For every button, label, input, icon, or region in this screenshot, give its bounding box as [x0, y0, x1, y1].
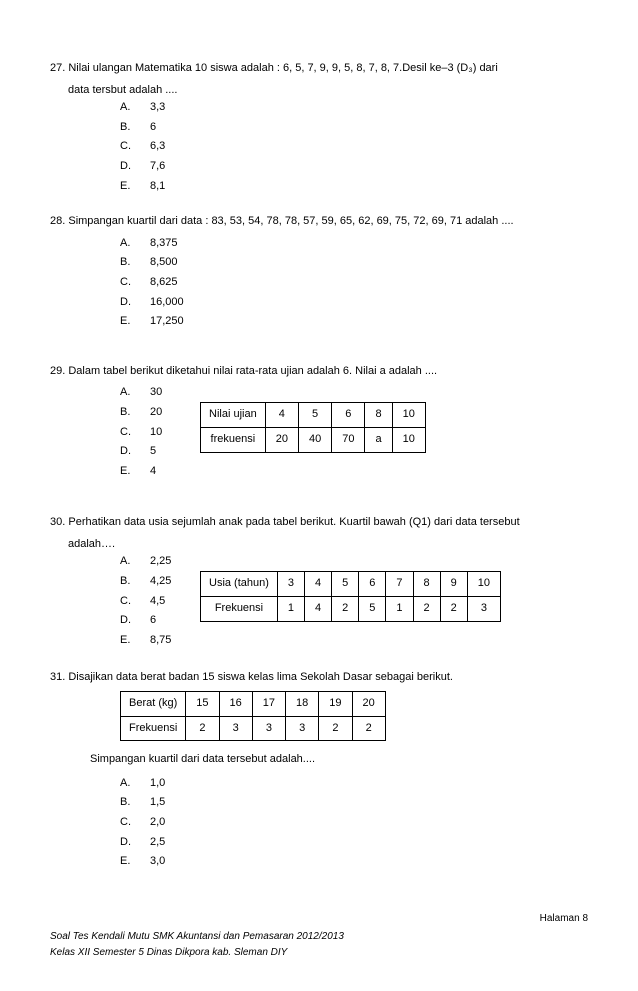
page: 27. Nilai ulangan Matematika 10 siswa ad… — [0, 0, 638, 991]
options-list: A.1,0 B.1,5 C.2,0 D.2,5 E.3,0 — [50, 775, 588, 871]
option: C.10 — [120, 424, 200, 442]
option: E.17,250 — [120, 313, 588, 331]
question-29: 29. Dalam tabel berikut diketahui nilai … — [50, 363, 588, 483]
q-number: 30. — [50, 516, 65, 528]
option: E.8,1 — [120, 178, 588, 196]
option: C.2,0 — [120, 814, 588, 832]
footer: Halaman 8 Soal Tes Kendali Mutu SMK Akun… — [50, 911, 588, 961]
question-30: 30. Perhatikan data usia sejumlah anak p… — [50, 514, 588, 651]
q-continuation: data tersbut adalah .... — [50, 82, 588, 100]
question-27: 27. Nilai ulangan Matematika 10 siswa ad… — [50, 60, 588, 195]
q-body: Nilai ulangan Matematika 10 siswa adalah… — [68, 62, 497, 74]
question-text: 28. Simpangan kuartil dari data : 83, 53… — [50, 213, 588, 231]
option: E.8,75 — [120, 632, 200, 650]
footer-line-2: Kelas XII Semester 5 Dinas Dikpora kab. … — [50, 945, 588, 961]
page-number: Halaman 8 — [50, 911, 588, 927]
option: E.3,0 — [120, 853, 588, 871]
option: C.6,3 — [120, 138, 588, 156]
option: D.2,5 — [120, 834, 588, 852]
options-list: A.2,25 B.4,25 C.4,5 D.6 E.8,75 — [50, 553, 200, 651]
q-body: Simpangan kuartil dari data : 83, 53, 54… — [68, 215, 513, 227]
question-28: 28. Simpangan kuartil dari data : 83, 53… — [50, 213, 588, 331]
q-continuation: adalah…. — [50, 536, 588, 554]
question-text: 27. Nilai ulangan Matematika 10 siswa ad… — [50, 60, 588, 78]
data-table-30: Usia (tahun) 3 4 5 6 7 8 9 10 Frekuensi … — [200, 571, 501, 621]
table-row: Frekuensi 1 4 2 5 1 2 2 3 — [201, 597, 501, 622]
table-row: Usia (tahun) 3 4 5 6 7 8 9 10 — [201, 572, 501, 597]
option: B.8,500 — [120, 254, 588, 272]
option: A.8,375 — [120, 235, 588, 253]
option: B.1,5 — [120, 794, 588, 812]
question-31: 31. Disajikan data berat badan 15 siswa … — [50, 669, 588, 870]
option: C.4,5 — [120, 593, 200, 611]
q-body: Dalam tabel berikut diketahui nilai rata… — [68, 365, 437, 377]
options-list: A.30 B.20 C.10 D.5 E.4 — [50, 384, 200, 482]
option: A.3,3 — [120, 99, 588, 117]
table-wrap: Berat (kg) 15 16 17 18 19 20 Frekuensi 2… — [50, 691, 588, 741]
footer-line-1: Soal Tes Kendali Mutu SMK Akuntansi dan … — [50, 929, 588, 945]
table-row: Frekuensi 2 3 3 3 2 2 — [121, 716, 386, 741]
table-row: frekuensi 20 40 70 a 10 — [201, 427, 426, 452]
option: E.4 — [120, 463, 200, 481]
option: B.20 — [120, 404, 200, 422]
options-list: A.3,3 B.6 C.6,3 D.7,6 E.8,1 — [50, 99, 588, 195]
q-body: Disajikan data berat badan 15 siswa kela… — [68, 671, 453, 683]
sub-question: Simpangan kuartil dari data tersebut ada… — [50, 751, 588, 769]
q-number: 29. — [50, 365, 65, 377]
option: D.16,000 — [120, 294, 588, 312]
option: A.1,0 — [120, 775, 588, 793]
q-number: 27. — [50, 62, 65, 74]
question-text: 29. Dalam tabel berikut diketahui nilai … — [50, 363, 588, 381]
option: B.4,25 — [120, 573, 200, 591]
question-text: 30. Perhatikan data usia sejumlah anak p… — [50, 514, 588, 532]
options-list: A.8,375 B.8,500 C.8,625 D.16,000 E.17,25… — [50, 235, 588, 331]
option: C.8,625 — [120, 274, 588, 292]
q-body: Perhatikan data usia sejumlah anak pada … — [68, 516, 519, 528]
data-table-29: Nilai ujian 4 5 6 8 10 frekuensi 20 40 7… — [200, 402, 426, 452]
q-number: 31. — [50, 671, 65, 683]
option: D.5 — [120, 443, 200, 461]
option: D.6 — [120, 612, 200, 630]
option: A.2,25 — [120, 553, 200, 571]
option: B.6 — [120, 119, 588, 137]
q-number: 28. — [50, 215, 65, 227]
data-table-31: Berat (kg) 15 16 17 18 19 20 Frekuensi 2… — [120, 691, 386, 741]
option: A.30 — [120, 384, 200, 402]
table-row: Nilai ujian 4 5 6 8 10 — [201, 403, 426, 428]
table-row: Berat (kg) 15 16 17 18 19 20 — [121, 692, 386, 717]
question-text: 31. Disajikan data berat badan 15 siswa … — [50, 669, 588, 687]
option: D.7,6 — [120, 158, 588, 176]
